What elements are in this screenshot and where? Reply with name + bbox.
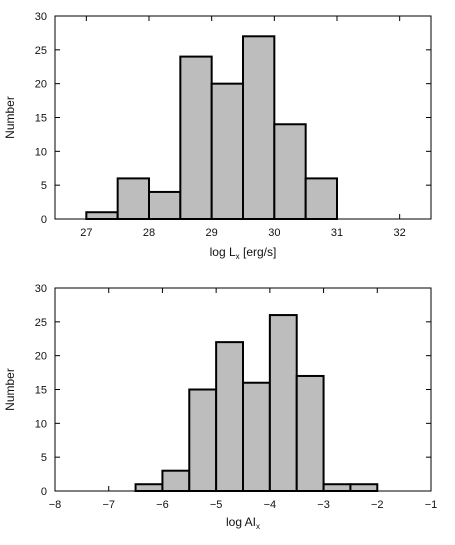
- ai-histogram-bar-6: [295, 374, 325, 493]
- ai-y-tick-label: 20: [35, 351, 47, 363]
- lx-y-tick-label: 30: [35, 11, 47, 23]
- lx-histogram-bar-7: [304, 177, 338, 220]
- lx-histogram-panel: 27 28 29 30 31 32 0 5 10 15 20 25 30 log Lx [erg/s] Nu…: [3, 11, 432, 261]
- ai-y-tick-label: 5: [41, 452, 47, 464]
- ai-x-axis-label: log AIx: [226, 515, 260, 531]
- ai-histogram-bar-3: [215, 341, 244, 492]
- ai-x-tick-label: −6: [156, 499, 169, 511]
- lx-histogram-bar-2: [148, 190, 182, 220]
- lx-y-tick-label: 10: [35, 146, 47, 158]
- lx-histogram-bar-1: [116, 177, 150, 220]
- ai-x-tick-label: −1: [425, 499, 438, 511]
- lx-y-axis-label: Number: [3, 96, 17, 139]
- ai-histogram-bar-4: [242, 381, 271, 493]
- ai-x-tick-label: −5: [210, 499, 223, 511]
- lx-histogram-bar-3: [179, 55, 213, 220]
- ai-y-tick-label: 10: [35, 418, 47, 430]
- ai-y-tick-label: 0: [41, 486, 47, 498]
- lx-x-tick-label: 30: [268, 227, 280, 239]
- ai-histogram-bar-8: [349, 483, 379, 493]
- lx-histogram-bar-4: [210, 82, 245, 220]
- ai-histogram-bar-1: [161, 469, 191, 493]
- lx-y-tick-label: 5: [41, 180, 47, 192]
- lx-y-tick-label: 0: [41, 214, 47, 226]
- ai-y-tick-label: 15: [35, 385, 47, 397]
- lx-x-tick-label: 29: [206, 227, 218, 239]
- ai-y-tick-label: 30: [35, 283, 47, 295]
- ai-x-tick-label: −3: [317, 499, 330, 511]
- lx-y-tick-label: 25: [35, 45, 47, 57]
- lx-histogram-bar-6: [273, 123, 307, 220]
- lx-histogram-bar-5: [242, 35, 276, 220]
- lx-x-tick-label: 31: [331, 227, 343, 239]
- ai-x-tick-label: −7: [102, 499, 115, 511]
- lx-x-tick-label: 32: [394, 227, 406, 239]
- ai-x-tick-label: −2: [371, 499, 384, 511]
- ai-histogram-bar-5: [268, 314, 298, 493]
- lx-y-tick-label: 15: [35, 113, 47, 125]
- lx-x-tick-label: 27: [80, 227, 92, 239]
- lx-x-tick-label: 28: [143, 227, 155, 239]
- activity-index-histogram-panel: −8 −7 −6 −5 −4 −3 −2 −1 0 5 10 15 20 25 30 log AIx Numbe…: [3, 283, 437, 531]
- ai-y-tick-label: 25: [35, 317, 47, 329]
- ai-histogram-bar-7: [322, 483, 352, 493]
- ai-histogram-bar-2: [188, 388, 218, 492]
- lx-x-axis-label: log Lx [erg/s]: [210, 245, 277, 261]
- lx-histogram-bar-0: [85, 211, 119, 221]
- ai-histogram-bar-0: [134, 483, 164, 493]
- ai-x-tick-label: −4: [264, 499, 277, 511]
- ai-x-tick-label: −8: [49, 499, 62, 511]
- lx-y-tick-label: 20: [35, 79, 47, 91]
- ai-y-axis-label: Number: [3, 368, 17, 411]
